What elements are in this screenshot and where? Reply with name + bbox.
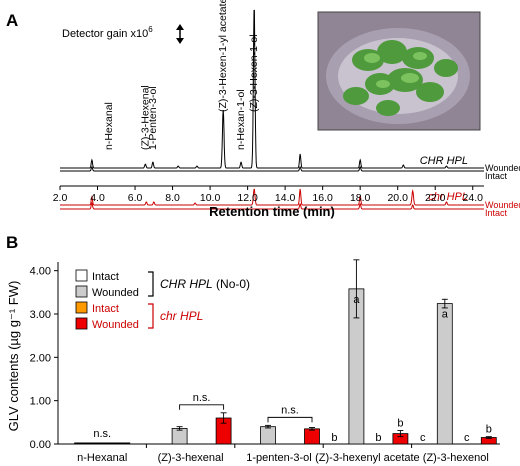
- legend-swatch-mut-wounded: [75, 317, 88, 330]
- x-tick-label: 12.0: [237, 192, 258, 204]
- trace-mut-wounded: [60, 188, 484, 206]
- legend: Intact Wounded CHR HPL (No-0) Intact Wou…: [75, 269, 250, 331]
- annotation-letter: b: [375, 432, 381, 444]
- plant-photo: [317, 11, 481, 131]
- x-tick-label: 8.0: [165, 192, 180, 204]
- significance-label: n.s.: [93, 428, 111, 440]
- y-tick-label: 2.00: [30, 352, 51, 364]
- label-mut-line: chr HPL: [428, 191, 468, 203]
- label-wt-line: CHR HPL: [420, 155, 468, 167]
- y-tick-label: 3.00: [30, 309, 51, 321]
- x-tick-label: 20.0: [387, 192, 408, 204]
- trace-wt-wounded: [60, 9, 484, 169]
- detector-gain-note: Detector gain x106: [62, 24, 184, 44]
- legend-swatch-wt-intact: [75, 269, 88, 282]
- y-tick-label: 1.00: [30, 396, 51, 408]
- x-axis-label: Retention time (min): [209, 204, 335, 219]
- category-label: n-Hexanal: [77, 452, 127, 464]
- category-label: 1-penten-3-ol: [246, 452, 311, 464]
- significance-bracket: [179, 404, 225, 410]
- x-tick-label: 10.0: [200, 192, 221, 204]
- gain-arrow-up-icon: [176, 24, 184, 30]
- legend-group-mut: chr HPL: [160, 309, 203, 323]
- gain-arrow-down-icon: [176, 38, 184, 44]
- bar-chart: GLV contents (µg g⁻¹ FW) 0.00 1.00 2.00 3.0…: [6, 259, 500, 464]
- peak-label: (Z)-3-Hexen-1-ol: [248, 34, 260, 112]
- annotation-letter: a: [442, 309, 449, 321]
- category-label: (Z)-3-hexenal: [158, 452, 224, 464]
- legend-label-mut-wounded: Wounded: [92, 319, 139, 331]
- legend-bracket-wt: [148, 271, 154, 297]
- legend-label-wt-intact: Intact: [92, 271, 119, 283]
- x-tick-label: 4.0: [90, 192, 105, 204]
- legend-swatch-wt-wounded: [75, 285, 88, 298]
- annotation-letter: b: [397, 418, 403, 430]
- y-tick-label: 4.00: [30, 266, 51, 278]
- x-tick-label: 2.0: [53, 192, 68, 204]
- x-tick-label: 22.0: [425, 192, 446, 204]
- category-label: (Z)-3-hexenyl acetate: [315, 452, 420, 464]
- annotation-letter: c: [464, 432, 470, 444]
- annotation-letter: a: [353, 294, 360, 306]
- bar: [171, 427, 188, 445]
- peak-label: (Z)-3-Hexen-1-yl acetate: [217, 0, 229, 112]
- legend-group-wt: CHR HPL (No-0): [160, 277, 250, 291]
- detector-gain-exponent: 6: [148, 25, 153, 34]
- x-tick-label: 14.0: [275, 192, 296, 204]
- trace-wt-intact: [60, 166, 484, 172]
- x-tick-label: 16.0: [312, 192, 333, 204]
- y-tick-label: 0.00: [30, 439, 51, 451]
- legend-bracket-mut: [148, 303, 154, 329]
- detector-gain-text: Detector gain x106: [62, 25, 153, 40]
- x-tick-label: 24.0: [463, 192, 484, 204]
- panel-b-label: B: [6, 233, 18, 252]
- annotation-letter: c: [420, 432, 426, 444]
- peak-label: n-Hexan-1-ol: [235, 89, 247, 150]
- legend-swatch-mut-intact: [75, 301, 88, 314]
- label-trace-wt-intact: Intact: [485, 171, 508, 181]
- significance-bracket: [267, 416, 313, 423]
- annotation-letter: b: [331, 432, 337, 444]
- trace-mut-intact: [60, 201, 484, 210]
- panel-a-label: A: [6, 11, 18, 30]
- annotation-letter: b: [486, 424, 492, 436]
- legend-label-wt-wounded: Wounded: [92, 287, 139, 299]
- bar: [304, 428, 320, 445]
- x-tick-label: 18.0: [350, 192, 371, 204]
- bar: [436, 303, 453, 445]
- bar: [260, 426, 276, 445]
- y-axis-label: GLV contents (µg g⁻¹ FW): [6, 281, 21, 432]
- x-tick-label: 6.0: [128, 192, 143, 204]
- significance-label: n.s.: [281, 404, 299, 416]
- retention-time-axis: Retention time (min) 2.0 4.0 6.0 8.0 10.0 12.…: [53, 185, 484, 219]
- legend-label-mut-intact: Intact: [92, 303, 119, 315]
- label-trace-wt-wounded: Wounded: [485, 163, 520, 173]
- significance-label: n.s.: [193, 392, 211, 404]
- peak-label: 1-Penten-3-ol: [147, 86, 159, 150]
- peak-label: (Z)-3-Hexenal: [139, 85, 151, 150]
- category-label: (Z)-3-hexenol: [423, 452, 489, 464]
- label-trace-mut-wounded: Wounded: [485, 200, 520, 210]
- label-trace-mut-intact: Intact: [485, 208, 508, 218]
- peak-label: n-Hexanal: [103, 102, 115, 150]
